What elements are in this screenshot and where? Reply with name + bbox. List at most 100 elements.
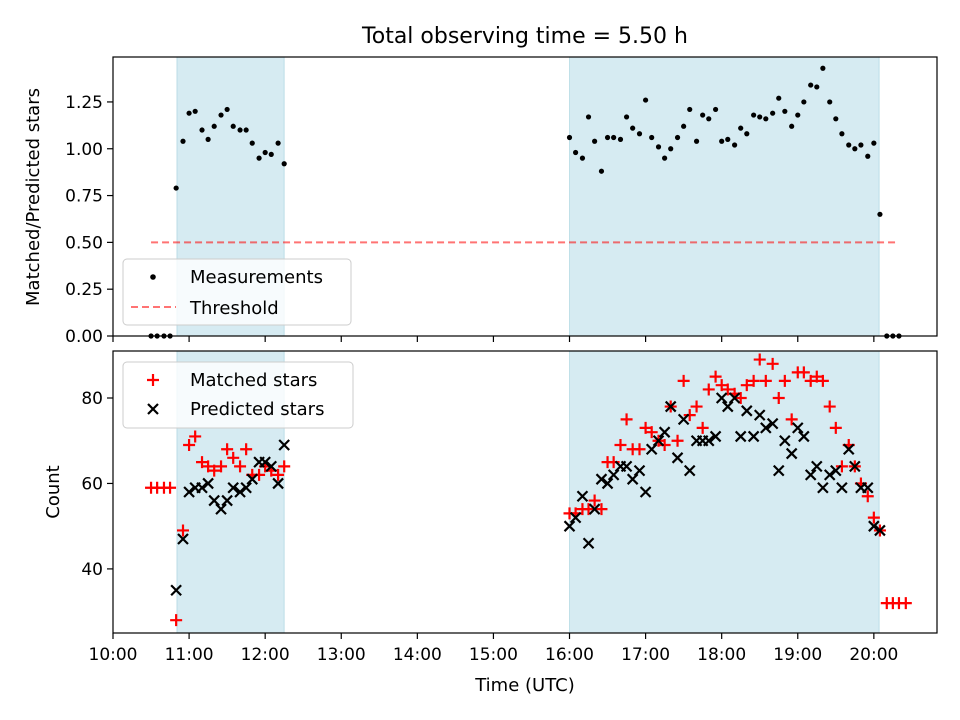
measurement-point — [687, 106, 693, 113]
bottom-y-tick-label: 60 — [81, 474, 103, 494]
measurement-point — [268, 151, 274, 157]
matched-star-marker — [164, 481, 177, 494]
measurement-point — [877, 211, 883, 217]
measurement-point — [243, 127, 249, 133]
predicted-star-marker — [861, 481, 874, 494]
measurement-point — [598, 168, 605, 174]
predicted-star-marker — [772, 464, 785, 477]
bottom-axes-frame — [112, 350, 938, 634]
matched-star-marker — [588, 494, 601, 507]
predicted-star-marker — [823, 469, 836, 481]
predicted-star-marker — [671, 452, 684, 464]
x-tick-label: 13:00 — [317, 645, 366, 665]
predicted-star-marker — [760, 422, 772, 434]
measurement-point — [662, 155, 668, 161]
matched-star-marker — [766, 357, 779, 370]
predicted-star-marker — [595, 473, 608, 485]
predicted-star-marker — [753, 409, 766, 421]
predicted-star-marker — [639, 486, 652, 498]
predicted-star-marker — [734, 430, 747, 443]
measurement-point — [275, 140, 281, 146]
measurement-point — [700, 112, 706, 118]
measurement-point — [205, 136, 211, 142]
predicted-star-marker — [868, 520, 880, 532]
measurement-point — [789, 123, 795, 129]
measurement-point — [706, 116, 712, 122]
measurement-point — [839, 131, 845, 137]
predicted-star-marker — [626, 473, 639, 485]
bottom-shaded-span — [569, 350, 880, 634]
measurement-point — [725, 136, 731, 142]
measurement-point — [630, 125, 636, 131]
predicted-star-marker — [246, 473, 259, 485]
predicted-star-marker — [658, 426, 671, 438]
predicted-star-marker — [601, 477, 614, 490]
predicted-star-marker — [196, 481, 208, 494]
x-tick-label: 19:00 — [773, 645, 822, 665]
measurement-point — [623, 114, 630, 120]
legend-predicted-marker — [147, 403, 159, 415]
measurement-point — [827, 99, 833, 105]
matched-star-marker — [835, 460, 848, 473]
x-tick-label: 18:00 — [697, 645, 746, 665]
matched-star-marker — [278, 460, 291, 473]
measurement-point — [668, 146, 674, 152]
measurement-point — [237, 127, 243, 133]
predicted-star-marker — [747, 430, 760, 443]
measurement-point — [858, 142, 864, 148]
measurement-point — [852, 146, 858, 152]
top-y-tick-label: 0.00 — [65, 327, 103, 347]
predicted-star-marker — [240, 481, 252, 494]
measurement-point — [681, 123, 687, 129]
measurement-point — [592, 138, 598, 144]
measurement-point — [585, 114, 592, 120]
matched-star-marker — [183, 439, 196, 451]
top-x-ticks — [112, 336, 875, 342]
matched-star-marker — [810, 370, 823, 383]
measurement-point — [566, 134, 573, 141]
predicted-star-marker — [265, 460, 278, 473]
measurement-point — [256, 155, 262, 161]
legend-measurements-marker — [150, 274, 156, 280]
matched-star-marker — [683, 409, 696, 422]
predicted-star-marker — [278, 439, 290, 451]
matched-star-marker — [196, 456, 209, 469]
measurement-point — [846, 142, 852, 148]
measurement-point — [719, 138, 725, 144]
predicted-star-marker — [234, 486, 246, 498]
matched-star-marker — [899, 597, 912, 610]
measurement-point — [801, 99, 807, 105]
measurement-point — [776, 95, 782, 101]
matched-star-marker — [221, 443, 234, 456]
predicted-star-marker — [177, 533, 189, 545]
top-y-tick-label: 1.00 — [65, 140, 103, 160]
measurement-point — [218, 112, 224, 118]
predicted-star-marker — [607, 469, 620, 481]
matched-star-marker — [272, 468, 285, 481]
measurement-point — [173, 185, 179, 191]
matched-star-marker — [202, 460, 215, 473]
top-y-tick-label: 0.50 — [65, 233, 103, 253]
measurement-point — [655, 144, 662, 150]
matched-star-marker — [240, 443, 253, 456]
predicted-star-marker — [664, 400, 677, 413]
matched-star-marker — [702, 383, 715, 396]
bottom-x-ticks: 10:00 11:00 12:00 13:00 14:00 15:00 16:00 17:00… — [89, 633, 898, 665]
predicted-star-marker — [785, 447, 798, 460]
predicted-star-marker — [563, 520, 576, 532]
bottom-y-ticks: 40 60 80 — [81, 389, 113, 580]
matched-star-marker — [778, 374, 791, 387]
predicted-star-marker — [202, 477, 214, 490]
predicted-star-marker — [766, 417, 779, 430]
predicted-star-marker — [652, 434, 665, 447]
matched-star-marker — [189, 430, 202, 443]
x-tick-label: 16:00 — [545, 645, 594, 665]
measurement-point — [674, 134, 681, 141]
x-tick-label: 10:00 — [89, 645, 138, 665]
matched-star-marker — [176, 524, 189, 537]
measurement-point — [642, 97, 649, 103]
matched-star-marker — [709, 370, 722, 383]
matched-star-marker — [234, 460, 247, 473]
predicted-star-marker — [227, 481, 239, 494]
measurement-point — [180, 138, 186, 144]
